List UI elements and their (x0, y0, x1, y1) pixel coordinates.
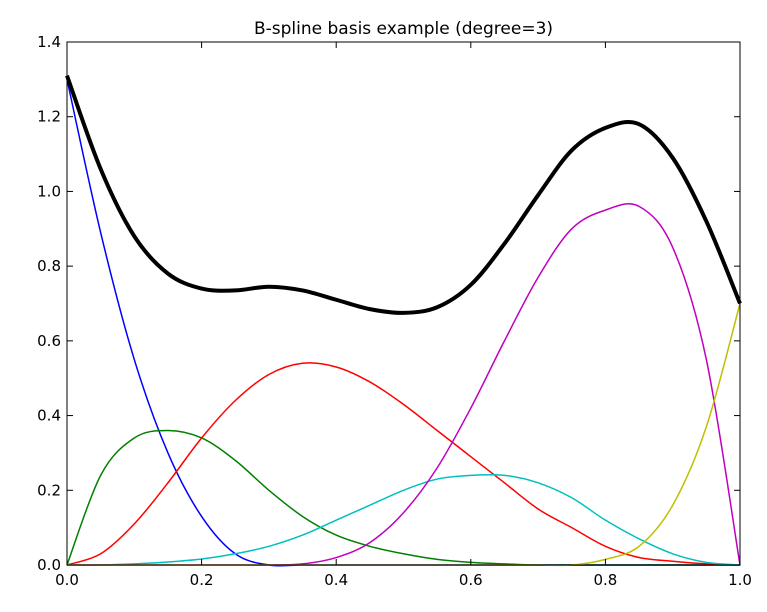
series-line-4 (66, 473, 741, 566)
series-line-3 (66, 362, 741, 566)
x-tick-label: 0.8 (593, 571, 617, 589)
x-tick-label: 0.4 (324, 571, 348, 589)
x-tick-label: 0.0 (55, 571, 79, 589)
y-tick-label: 0.0 (37, 556, 61, 574)
y-tick-label: 0.4 (37, 407, 61, 425)
y-axis: 0.0 0.2 0.4 0.6 0.8 1.0 1.2 1.4 (37, 33, 740, 574)
series-line-1 (66, 79, 740, 567)
series-line-7 (65, 74, 742, 315)
series-line-5 (66, 203, 741, 566)
y-tick-label: 0.6 (37, 332, 61, 350)
plot-lines (65, 74, 742, 567)
x-tick-label: 0.6 (459, 571, 483, 589)
y-tick-label: 0.2 (37, 481, 61, 499)
series-line-2 (66, 429, 740, 566)
series-line-6 (66, 303, 741, 567)
x-axis: 0.0 0.2 0.4 0.6 0.8 1.0 (55, 42, 752, 589)
y-tick-label: 1.2 (37, 108, 61, 126)
x-tick-label: 0.2 (190, 571, 214, 589)
y-tick-label: 1.0 (37, 182, 61, 200)
y-tick-label: 1.4 (37, 33, 61, 51)
plot-frame (66, 41, 741, 566)
x-tick-label: 1.0 (728, 571, 752, 589)
chart-title: B-spline basis example (degree=3) (254, 19, 553, 39)
y-tick-label: 0.8 (37, 257, 61, 275)
